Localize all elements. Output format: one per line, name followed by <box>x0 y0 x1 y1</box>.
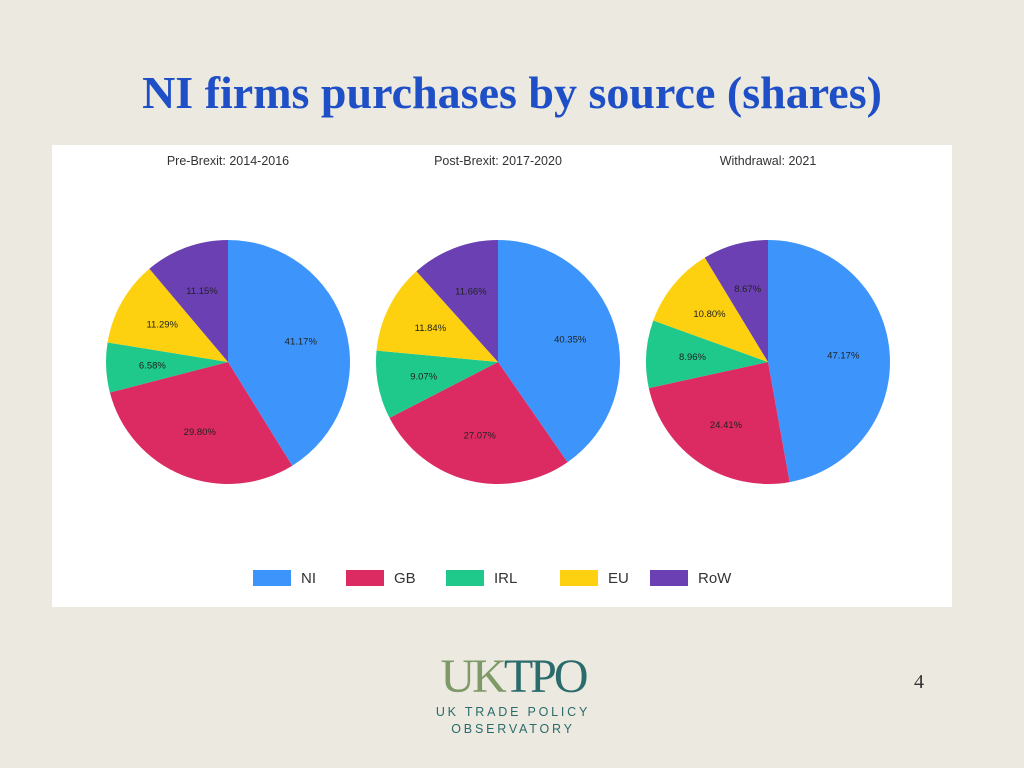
slice-label-ni: 41.17% <box>285 336 318 347</box>
logo-mark-tpo: TPO <box>503 650 589 703</box>
legend-swatch-ni <box>253 570 291 586</box>
slice-label-irl: 8.96% <box>679 352 706 363</box>
pie-title: Withdrawal: 2021 <box>720 154 817 168</box>
pie-1: Pre-Brexit: 2014-2016 41.17% 29.80% 6.58% 11… <box>106 154 351 485</box>
slice-label-row: 11.66% <box>455 286 487 297</box>
pie-slice-irl <box>106 342 228 393</box>
logo-mark: UKTPO <box>440 650 589 704</box>
logo-mark-uk: UK <box>440 650 506 703</box>
slice-label-ni: 40.35% <box>554 334 587 345</box>
slice-label-eu: 11.84% <box>415 323 447 334</box>
pie-slice-eu <box>107 268 228 362</box>
pie-title: Post-Brexit: 2017-2020 <box>434 154 562 168</box>
slice-label-row: 8.67% <box>734 284 761 295</box>
pie-charts: Pre-Brexit: 2014-2016 41.17% 29.80% 6.58% 11… <box>106 154 890 587</box>
pie-slice-row <box>416 240 498 362</box>
pie-3: Withdrawal: 2021 47.17% 24.41% 8.96% 10.80% 8… <box>646 154 890 484</box>
legend-swatch-irl <box>446 570 484 586</box>
slice-label-gb: 24.41% <box>710 420 743 431</box>
pie-slice-gb <box>389 362 568 485</box>
chart-panel: Pre-Brexit: 2014-2016 41.17% 29.80% 6.58% 11… <box>52 145 952 607</box>
legend-item-ni: NI <box>253 570 316 587</box>
pie-slice-row <box>704 240 768 362</box>
pie-slice-gb <box>109 362 293 485</box>
page-number: 4 <box>914 671 924 693</box>
pie-title: Pre-Brexit: 2014-2016 <box>167 154 289 168</box>
legend-swatch-row <box>650 570 688 586</box>
slice-label-ni: 47.17% <box>827 350 860 361</box>
legend-label-row: RoW <box>698 570 732 587</box>
legend-item-irl: IRL <box>446 570 517 587</box>
legend-item-gb: GB <box>346 570 416 587</box>
slice-label-gb: 29.80% <box>184 427 217 438</box>
pie-slice-ni <box>768 240 890 483</box>
legend: NI GB IRL EU RoW <box>253 570 732 587</box>
legend-swatch-gb <box>346 570 384 586</box>
legend-label-irl: IRL <box>494 570 517 587</box>
pie-slice-eu <box>376 271 498 362</box>
legend-item-eu: EU <box>560 570 629 587</box>
slice-label-irl: 9.07% <box>410 371 437 382</box>
legend-label-gb: GB <box>394 570 416 587</box>
slice-label-gb: 27.07% <box>464 430 497 441</box>
logo-subtitle-line2: OBSERVATORY <box>451 722 575 736</box>
pie-slice-ni <box>498 240 621 463</box>
pie-slice-gb <box>648 362 790 484</box>
pie-slice-irl <box>375 350 498 418</box>
pie-slice-ni <box>228 240 351 466</box>
uktpo-logo: UKTPO UK TRADE POLICY OBSERVATORY <box>400 650 626 738</box>
legend-item-row: RoW <box>650 570 732 587</box>
legend-label-ni: NI <box>301 570 316 587</box>
pie-slice-irl <box>646 320 768 389</box>
slide-title: NI firms purchases by source (shares) <box>142 67 882 118</box>
logo-subtitle-line1: UK TRADE POLICY <box>435 705 591 719</box>
slice-label-row: 11.15% <box>186 286 218 297</box>
legend-label-eu: EU <box>608 570 629 587</box>
legend-swatch-eu <box>560 570 598 586</box>
slice-label-eu: 10.80% <box>693 309 726 320</box>
slice-label-irl: 6.58% <box>139 361 166 372</box>
pie-2: Post-Brexit: 2017-2020 40.35% 27.07% 9.07% 1… <box>375 154 621 485</box>
pie-slice-row <box>149 240 228 362</box>
slice-label-eu: 11.29% <box>146 320 178 331</box>
pie-slice-eu <box>653 257 768 362</box>
